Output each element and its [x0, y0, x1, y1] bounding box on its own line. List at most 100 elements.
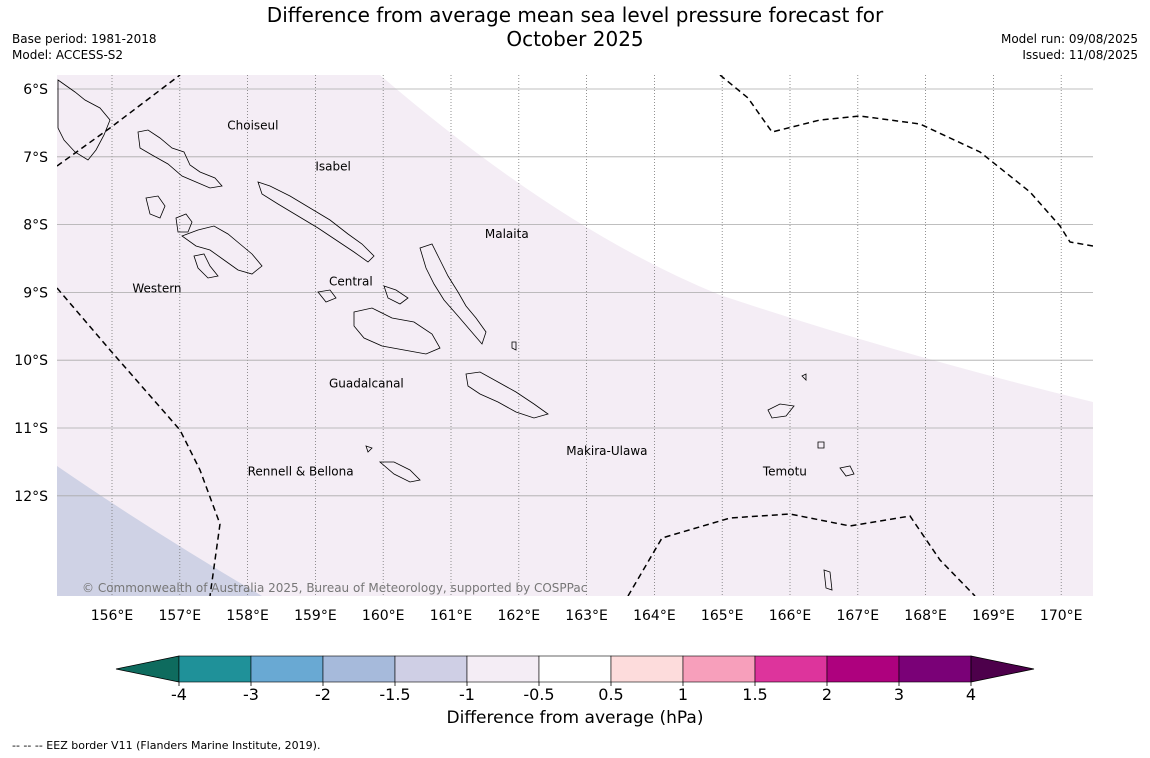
colorbar-extend-low	[115, 655, 180, 683]
graticule	[57, 75, 1093, 596]
lon-label: 156°E	[91, 608, 134, 624]
lon-label: 168°E	[904, 608, 947, 624]
colorbar-segment	[682, 655, 756, 683]
lon-label: 166°E	[769, 608, 812, 624]
colorbar-tick-label: 1	[678, 685, 688, 704]
choiseul-coast	[137, 129, 223, 189]
copyright-notice: © Commonwealth of Australia 2025, Bureau…	[82, 581, 587, 595]
colorbar-label: Difference from average (hPa)	[446, 708, 704, 728]
colorbar-segment	[898, 655, 972, 683]
colorbar-segment	[178, 655, 252, 683]
region-labels: Choiseul Isabel Malaita Western Central Guada…	[132, 119, 807, 479]
lon-label: 160°E	[362, 608, 405, 624]
lon-label: 167°E	[837, 608, 880, 624]
colorbar-tick-label: 4	[966, 685, 976, 704]
colorbar: -4 -3 -2 -1.5 -1 -0.5 0.5 1 1.5 2 3 4	[115, 655, 1035, 704]
colorbar-tick-label: -1.5	[379, 685, 410, 704]
eez-borders	[57, 75, 1093, 596]
title-line-1: Difference from average mean sea level p…	[266, 3, 884, 27]
colorbar-segment	[466, 655, 540, 683]
model-info: Base period: 1981-2018 Model: ACCESS-S2	[12, 31, 157, 63]
lat-label: 6°S	[23, 82, 48, 98]
map-title: Difference from average mean sea level p…	[225, 3, 925, 51]
lon-label: 159°E	[294, 608, 337, 624]
santa-cruz-coast	[767, 403, 795, 419]
utupua-coast	[839, 465, 855, 477]
region-label: Rennell & Bellona	[248, 464, 354, 478]
lat-label: 8°S	[23, 218, 48, 234]
latitude-labels: 6°S 7°S 8°S 9°S 10°S 11°S 12°S	[14, 82, 48, 505]
colorbar-segment	[322, 655, 396, 683]
colorbar-tick-label: -4	[171, 685, 187, 704]
region-label: Central	[329, 275, 373, 289]
colorbar-segment	[394, 655, 468, 683]
colorbar-tick-label: -1	[459, 685, 475, 704]
lat-label: 12°S	[14, 489, 48, 505]
isabel-coast	[257, 181, 375, 263]
colorbar-tick-label: -2	[315, 685, 331, 704]
colorbar-tick-label: 3	[894, 685, 904, 704]
florida-islands-coast	[383, 285, 409, 305]
torres-islands-coast	[823, 569, 833, 591]
lon-label: 162°E	[498, 608, 541, 624]
colorbar-tick-label: -0.5	[523, 685, 554, 704]
eez-border-sw	[57, 287, 221, 596]
rendova-coast	[193, 253, 219, 279]
ulawa-coast	[511, 341, 517, 351]
lat-label: 9°S	[23, 285, 48, 301]
colorbar-segment	[538, 655, 612, 683]
longitude-labels: 156°E 157°E 158°E 159°E 160°E 161°E 162°E 163°E…	[91, 608, 1083, 624]
colorbar-tick-label: -3	[243, 685, 259, 704]
eez-border-se	[627, 513, 976, 596]
shading-minus-1-to-minus-0.5	[57, 75, 1093, 596]
lon-label: 170°E	[1040, 608, 1083, 624]
lon-label: 163°E	[565, 608, 608, 624]
colorbar-segment	[754, 655, 828, 683]
coastlines	[57, 79, 855, 591]
model-name: Model: ACCESS-S2	[12, 48, 124, 62]
map-plot-area: © Commonwealth of Australia 2025, Bureau…	[57, 75, 1093, 596]
lat-label: 10°S	[14, 353, 48, 369]
region-label: Temotu	[762, 464, 807, 478]
kolombangara-coast	[175, 213, 193, 233]
lon-label: 158°E	[226, 608, 269, 624]
lon-label: 157°E	[159, 608, 202, 624]
eez-border-nw	[57, 75, 181, 167]
title-line-2: October 2025	[506, 27, 644, 51]
model-run: Model run: 09/08/2025	[1000, 32, 1138, 46]
region-label: Makira-Ulawa	[566, 444, 647, 458]
lon-label: 165°E	[701, 608, 744, 624]
colorbar-tick-label: 2	[822, 685, 832, 704]
region-label: Choiseul	[227, 119, 278, 133]
bellona-coast	[365, 445, 373, 453]
region-label: Western	[132, 281, 181, 295]
makira-coast	[465, 371, 549, 419]
russell-islands-coast	[317, 289, 337, 303]
lon-label: 169°E	[972, 608, 1015, 624]
eez-footnote: -- -- -- EEZ border V11 (Flanders Marine…	[12, 739, 321, 752]
lat-label: 7°S	[23, 150, 48, 166]
colorbar-tick-label: 1.5	[742, 685, 767, 704]
region-label: Guadalcanal	[329, 376, 404, 390]
lon-label: 164°E	[633, 608, 676, 624]
duff-islands-coast	[801, 373, 807, 381]
vanikoro-coast	[817, 441, 825, 449]
colorbar-segment	[610, 655, 684, 683]
colorbar-tick-label: 0.5	[598, 685, 623, 704]
region-label: Malaita	[485, 227, 529, 241]
run-info: Model run: 09/08/2025 Issued: 11/08/2025	[1001, 31, 1138, 63]
vella-lavella-coast	[145, 195, 166, 219]
rennell-coast	[378, 461, 421, 483]
colorbar-segment	[250, 655, 324, 683]
bougainville-coast	[57, 79, 111, 161]
shading-minus-1.5-to-minus-1	[57, 466, 262, 596]
colorbar-extend-high	[970, 655, 1035, 683]
lat-label: 11°S	[14, 421, 48, 437]
colorbar-segment	[826, 655, 900, 683]
lon-label: 161°E	[430, 608, 473, 624]
new-georgia-coast	[181, 225, 263, 275]
issued-date: Issued: 11/08/2025	[1022, 48, 1138, 62]
eez-border-ne	[719, 75, 1093, 247]
guadalcanal-coast	[353, 307, 441, 355]
